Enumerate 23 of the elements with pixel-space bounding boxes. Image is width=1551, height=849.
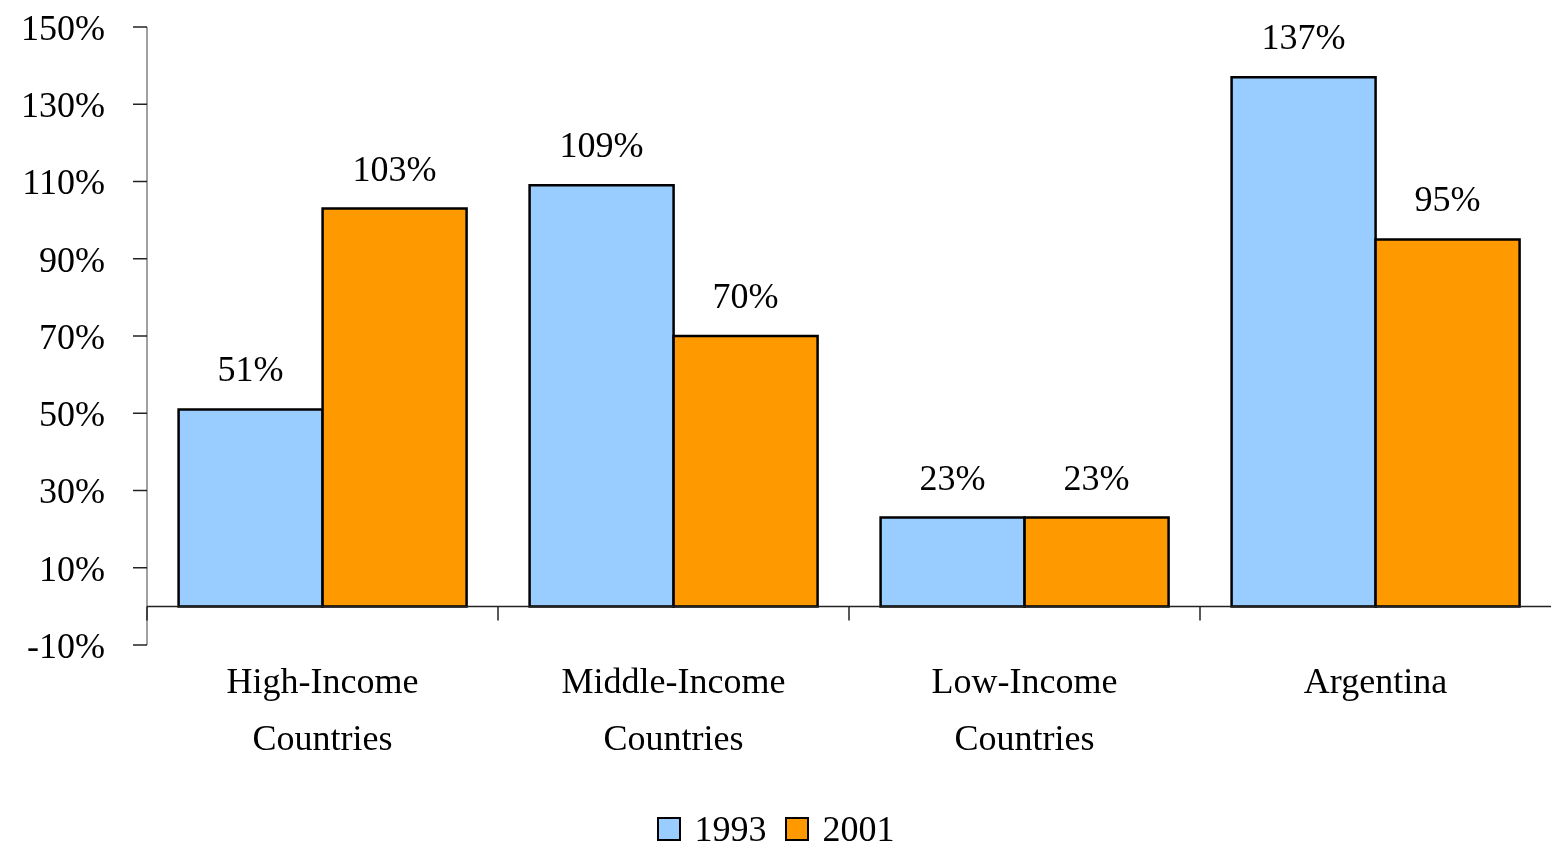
- y-tick-label: 30%: [39, 471, 105, 512]
- y-tick-label: 90%: [39, 239, 105, 280]
- legend-label: 1993: [694, 809, 767, 849]
- data-label: 70%: [712, 276, 779, 316]
- x-tick-label: Argentina: [1303, 661, 1448, 701]
- x-tick-label: High-Income Countries: [226, 661, 419, 758]
- data-label: 103%: [352, 148, 437, 189]
- data-label: 23%: [1063, 457, 1130, 498]
- legend-label: 2001: [822, 809, 895, 849]
- y-tick-label: 50%: [39, 394, 105, 435]
- x-tick-label: Low-Income Countries: [931, 661, 1118, 758]
- x-tick-label: Middle-Income Countries: [561, 661, 786, 758]
- y-tick-label: 110%: [22, 162, 105, 203]
- data-label: 137%: [1261, 17, 1346, 58]
- data-label: 95%: [1414, 179, 1481, 220]
- data-label: 109%: [559, 125, 644, 166]
- y-tick-label: 10%: [39, 548, 105, 589]
- y-tick-label: 70%: [39, 316, 105, 357]
- data-label: 23%: [919, 457, 986, 498]
- y-tick-label: 130%: [21, 85, 105, 126]
- y-tick-label: 150%: [21, 7, 105, 48]
- data-label: 51%: [217, 349, 284, 390]
- y-tick-label: -10%: [27, 625, 105, 666]
